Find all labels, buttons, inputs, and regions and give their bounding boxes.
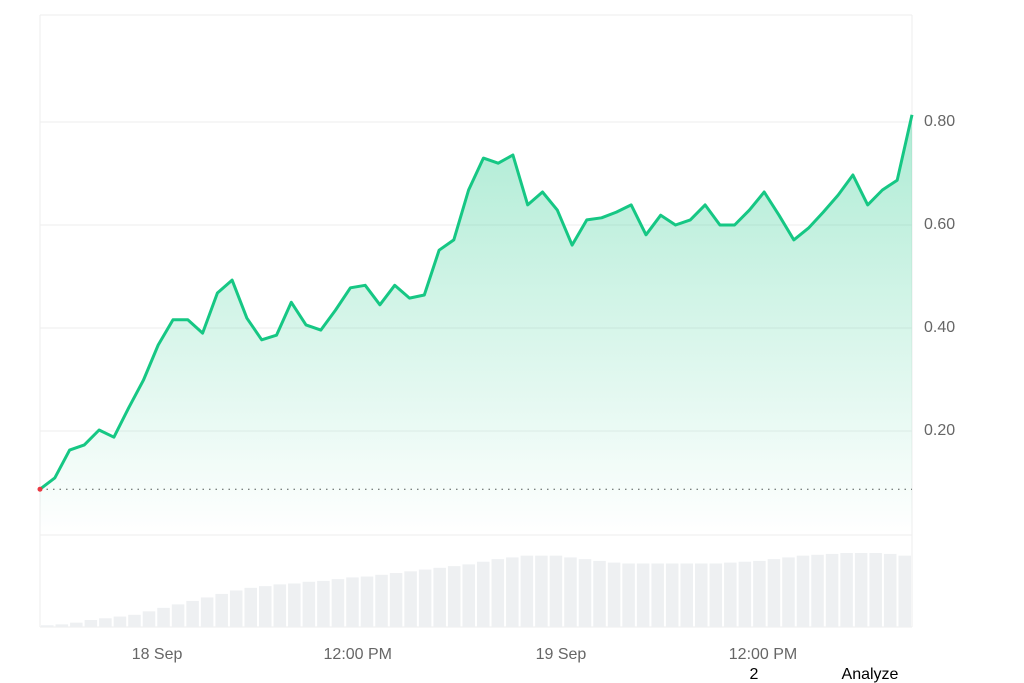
- volume-bar: [128, 614, 141, 627]
- volume-bar: [375, 574, 388, 627]
- volume-bar: [433, 567, 446, 627]
- volume-bar: [491, 559, 505, 627]
- volume-bar: [142, 611, 156, 627]
- volume-bar: [622, 563, 635, 627]
- volume-bar: [462, 564, 475, 627]
- volume-bar: [883, 553, 897, 627]
- volume-bar: [898, 555, 911, 627]
- volume-bar: [447, 566, 461, 627]
- volume-bar: [665, 563, 679, 627]
- volume-bar: [346, 577, 359, 627]
- volume-bar: [535, 555, 548, 627]
- volume-bar: [302, 581, 316, 627]
- analyze-button[interactable]: Analyze: [842, 666, 899, 683]
- volume-bar: [157, 607, 170, 627]
- volume-bar: [99, 618, 112, 627]
- volume-bar: [607, 562, 621, 627]
- volume-bar: [229, 590, 243, 627]
- volume-bar: [215, 593, 228, 627]
- volume-bar: [477, 561, 490, 627]
- volume-bar: [244, 587, 257, 627]
- x-tick-label: 12:00 PM: [729, 646, 797, 663]
- x-tick-label: 12:00 PM: [324, 646, 392, 663]
- y-tick-label: 0.20: [924, 422, 955, 439]
- area: [40, 114, 912, 535]
- volume-bar: [869, 553, 882, 627]
- volume-bar: [854, 553, 868, 627]
- y-tick-label: 0.40: [924, 319, 955, 336]
- volume-bar: [796, 555, 810, 627]
- volume-bar: [41, 625, 54, 627]
- price-line: [39, 114, 914, 491]
- volume-bar: [825, 553, 839, 627]
- volume-bar: [84, 620, 98, 627]
- volume-bar: [360, 576, 374, 627]
- volume-bar: [418, 569, 432, 627]
- volume-bar: [564, 557, 577, 627]
- volume-bar: [506, 557, 519, 627]
- volume-bar: [113, 616, 127, 627]
- start-dot: [37, 486, 43, 492]
- volume-bar: [724, 562, 737, 627]
- volume-bar: [811, 554, 824, 627]
- volume-bar: [404, 571, 417, 627]
- volume-bar: [636, 563, 650, 627]
- volume-bar: [593, 560, 606, 627]
- volume-bar: [389, 573, 403, 627]
- y-tick-label: 0.80: [924, 113, 955, 130]
- volume-bar: [782, 557, 795, 627]
- volume-bar: [317, 580, 330, 627]
- page-number: 2: [750, 666, 759, 683]
- volume-bar: [273, 584, 287, 627]
- x-tick-label: 19 Sep: [536, 646, 587, 663]
- volume-bar: [259, 586, 272, 627]
- volume-bar: [520, 555, 534, 627]
- volume-bar: [840, 553, 853, 627]
- volume-bar: [709, 563, 723, 627]
- volume-bar: [331, 579, 345, 627]
- volume-bar: [680, 563, 693, 627]
- volume-bar: [738, 561, 752, 627]
- volume-bar: [767, 559, 781, 627]
- volume-bar: [55, 624, 69, 627]
- x-tick-label: 18 Sep: [132, 646, 183, 663]
- volume-bar: [753, 560, 766, 627]
- volume-bar: [695, 563, 708, 627]
- volume-bar: [288, 583, 301, 627]
- y-tick-label: 0.60: [924, 216, 955, 233]
- volume-bar: [578, 559, 592, 627]
- volume-bar: [186, 600, 199, 627]
- volume-bar: [171, 604, 185, 627]
- volume-bar: [70, 622, 83, 627]
- volume-bar: [651, 563, 664, 627]
- volume-bar: [200, 597, 214, 627]
- volume-bar: [549, 555, 563, 627]
